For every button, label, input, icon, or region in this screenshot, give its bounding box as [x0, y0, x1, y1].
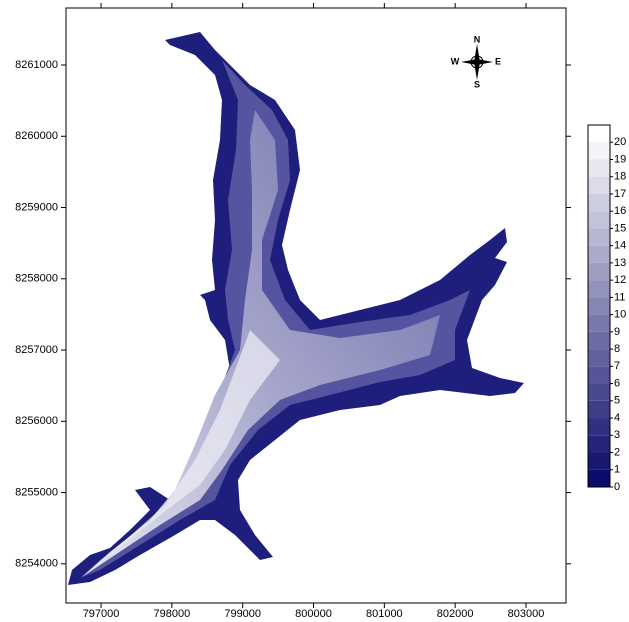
colorbar-band [588, 211, 610, 229]
lake-core [85, 330, 280, 575]
x-tick-label: 797000 [83, 608, 120, 617]
colorbar-band [588, 176, 610, 194]
colorbar-label: 9 [614, 326, 620, 338]
colorbar-label: 15 [614, 222, 626, 234]
colorbar-label: 16 [614, 205, 626, 217]
colorbar-band [588, 297, 610, 315]
x-tick-label: 802000 [437, 608, 474, 617]
x-tick-label: 798000 [154, 608, 191, 617]
colorbar-label: 6 [614, 377, 620, 389]
x-tick-label: 801000 [366, 608, 403, 617]
colorbar-label: 5 [614, 395, 620, 407]
colorbar-band [588, 193, 610, 212]
lake-outline [68, 32, 524, 585]
colorbar-label: 3 [614, 429, 620, 441]
y-tick-label: 8259000 [15, 201, 58, 213]
colorbar-label: 13 [614, 257, 626, 269]
compass-label: E [495, 56, 501, 66]
colorbar-label: 20 [614, 136, 626, 148]
compass-needle [461, 59, 493, 65]
colorbar-label: 11 [614, 291, 625, 303]
colorbar-band [588, 400, 610, 419]
colorbar-label: 0 [614, 481, 620, 493]
colorbar-band [588, 280, 610, 298]
compass-label: W [451, 56, 460, 66]
y-tick-label: 8260000 [15, 130, 58, 142]
colorbar-frame [587, 124, 611, 488]
colorbar-band [588, 142, 610, 160]
compass-ring [470, 55, 484, 69]
y-tick-label: 8258000 [15, 273, 58, 285]
lake [68, 32, 524, 585]
colorbar-band [588, 314, 610, 332]
compass-label: N [474, 34, 481, 44]
y-tick-label: 8255000 [15, 486, 58, 498]
compass-label: S [474, 79, 480, 89]
colorbar-band [588, 228, 610, 246]
colorbar-band [588, 262, 610, 281]
plot-frame [65, 7, 567, 604]
colorbar-label: 14 [614, 240, 626, 252]
colorbar-band [588, 159, 610, 177]
colorbar-label: 18 [614, 171, 626, 183]
colorbar-band [588, 452, 610, 470]
colorbar-label: 1 [614, 464, 620, 476]
colorbar-label: 17 [614, 188, 626, 200]
colorbar-label: 7 [614, 360, 620, 372]
y-tick-label: 8261000 [15, 59, 58, 71]
colorbar-label: 4 [614, 412, 620, 424]
colorbar-band [588, 435, 610, 453]
colorbar-label: 8 [614, 343, 620, 355]
colorbar-band [588, 331, 610, 350]
colorbar-band [588, 383, 610, 401]
y-tick-label: 8256000 [15, 415, 58, 427]
colorbar-label: 2 [614, 446, 620, 458]
y-tick-label: 8254000 [15, 558, 58, 570]
x-tick-label: 803000 [508, 608, 545, 617]
colorbar-label: 12 [614, 274, 626, 286]
colorbar-band [588, 349, 610, 367]
compass: N E S W [451, 34, 501, 89]
colorbar-band [588, 366, 610, 384]
y-tick-label: 8257000 [15, 344, 58, 356]
x-tick-label: 800000 [295, 608, 332, 617]
colorbar-band [588, 418, 610, 436]
colorbar-label: 19 [614, 153, 626, 165]
colorbar-band [588, 469, 610, 487]
colorbar-band [588, 125, 610, 143]
x-tick-label: 799000 [224, 608, 261, 617]
colorbar-band [588, 245, 610, 263]
colorbar-label: 10 [614, 309, 626, 321]
